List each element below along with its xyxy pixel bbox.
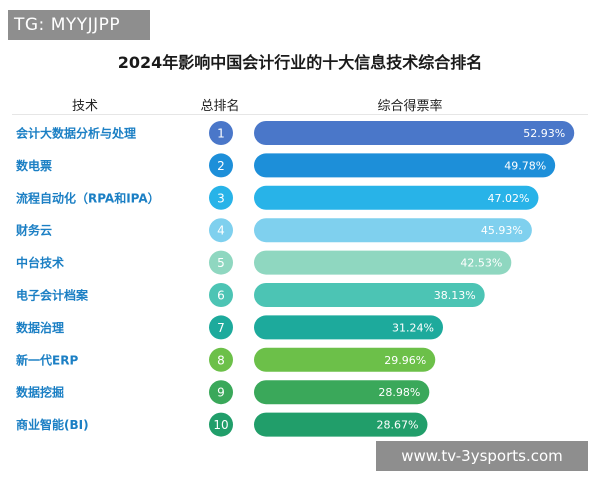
bar-value-label: 29.96% <box>384 354 426 367</box>
bar-value-label: 49.78% <box>504 159 546 172</box>
bar <box>254 250 512 275</box>
column-header-rank: 总排名 <box>200 99 240 114</box>
rank-number: 10 <box>213 418 228 432</box>
header-divider <box>12 114 588 115</box>
column-header-technology: 技术 <box>71 99 98 114</box>
rank-badge <box>209 412 233 437</box>
category-label: 中台技术 <box>16 255 64 270</box>
bar <box>254 218 532 243</box>
category-label: 数据治理 <box>16 320 64 335</box>
bar <box>254 121 575 145</box>
rank-badge <box>209 315 233 340</box>
bar <box>254 283 485 307</box>
rank-number: 2 <box>217 159 225 173</box>
bar-value-label: 47.02% <box>488 192 530 205</box>
rank-number: 5 <box>217 256 225 270</box>
bar <box>254 315 444 340</box>
rank-number: 7 <box>217 321 225 335</box>
rank-number: 6 <box>217 289 225 303</box>
bar-value-label: 38.13% <box>434 289 476 302</box>
chart-title: 2024年影响中国会计行业的十大信息技术综合排名 <box>117 53 483 72</box>
category-label: 新一代ERP <box>16 352 78 367</box>
bar-value-label: 42.53% <box>460 257 502 270</box>
category-label: 数电票 <box>16 158 52 173</box>
category-label: 流程自动化（RPA和IPA） <box>16 190 160 205</box>
bar <box>254 412 428 437</box>
rank-badge <box>209 347 233 372</box>
rank-badge <box>209 283 233 307</box>
rank-number: 3 <box>217 191 225 205</box>
rank-badge <box>209 153 233 178</box>
bar <box>254 185 539 210</box>
watermark-bottom: www.tv-3ysports.com <box>376 441 588 471</box>
column-header-vote-rate: 综合得票率 <box>377 99 443 114</box>
category-label: 数据挖掘 <box>16 385 64 400</box>
category-label: 商业智能(BI) <box>16 417 89 432</box>
category-label: 会计大数据分析与处理 <box>16 126 136 141</box>
watermark-top: TG: MYYJJPP <box>8 10 150 40</box>
bar-value-label: 28.98% <box>378 386 420 399</box>
rank-number: 1 <box>217 127 225 141</box>
bar-value-label: 52.93% <box>523 127 565 140</box>
bar <box>254 380 430 405</box>
category-label: 财务云 <box>15 223 52 238</box>
rank-badge <box>209 380 233 405</box>
rank-number: 9 <box>217 386 225 400</box>
category-label: 电子会计档案 <box>16 288 89 303</box>
rank-number: 4 <box>217 224 225 238</box>
rank-badge <box>209 185 233 210</box>
bar <box>254 153 556 178</box>
rank-number: 8 <box>217 353 225 367</box>
bar-value-label: 28.67% <box>377 419 419 432</box>
bar-value-label: 31.24% <box>392 321 434 334</box>
rank-badge <box>209 121 233 145</box>
rank-badge <box>209 250 233 275</box>
bar-value-label: 45.93% <box>481 224 523 237</box>
bar <box>254 347 436 372</box>
rank-badge <box>209 218 233 243</box>
